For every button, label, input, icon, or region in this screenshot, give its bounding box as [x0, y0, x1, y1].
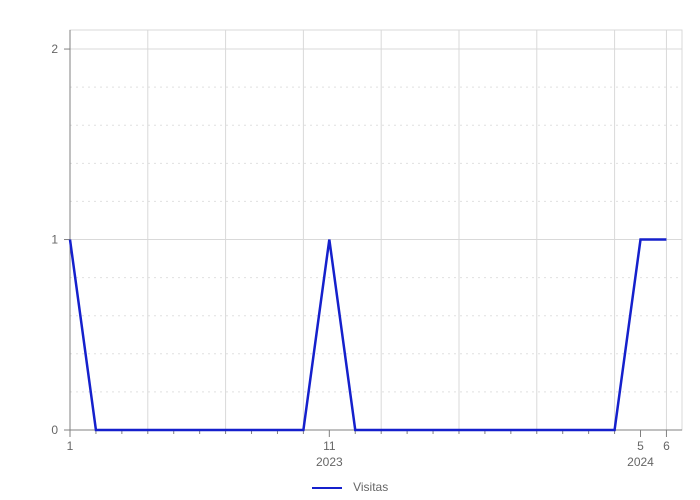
svg-text:11: 11 — [323, 439, 336, 453]
svg-text:2: 2 — [51, 42, 58, 56]
svg-text:6: 6 — [663, 439, 670, 453]
svg-text:2024: 2024 — [627, 455, 654, 469]
svg-text:2023: 2023 — [316, 455, 343, 469]
line-chart: 0121115620232024 — [0, 0, 700, 500]
svg-text:1: 1 — [67, 439, 74, 453]
chart-container: Visitas 2024 de De Hoeksche Graanschuur … — [0, 0, 700, 500]
svg-text:5: 5 — [637, 439, 644, 453]
svg-text:1: 1 — [51, 233, 58, 247]
legend: Visitas — [0, 480, 700, 494]
svg-text:0: 0 — [51, 423, 58, 437]
legend-label: Visitas — [353, 480, 388, 494]
legend-swatch — [312, 487, 342, 489]
